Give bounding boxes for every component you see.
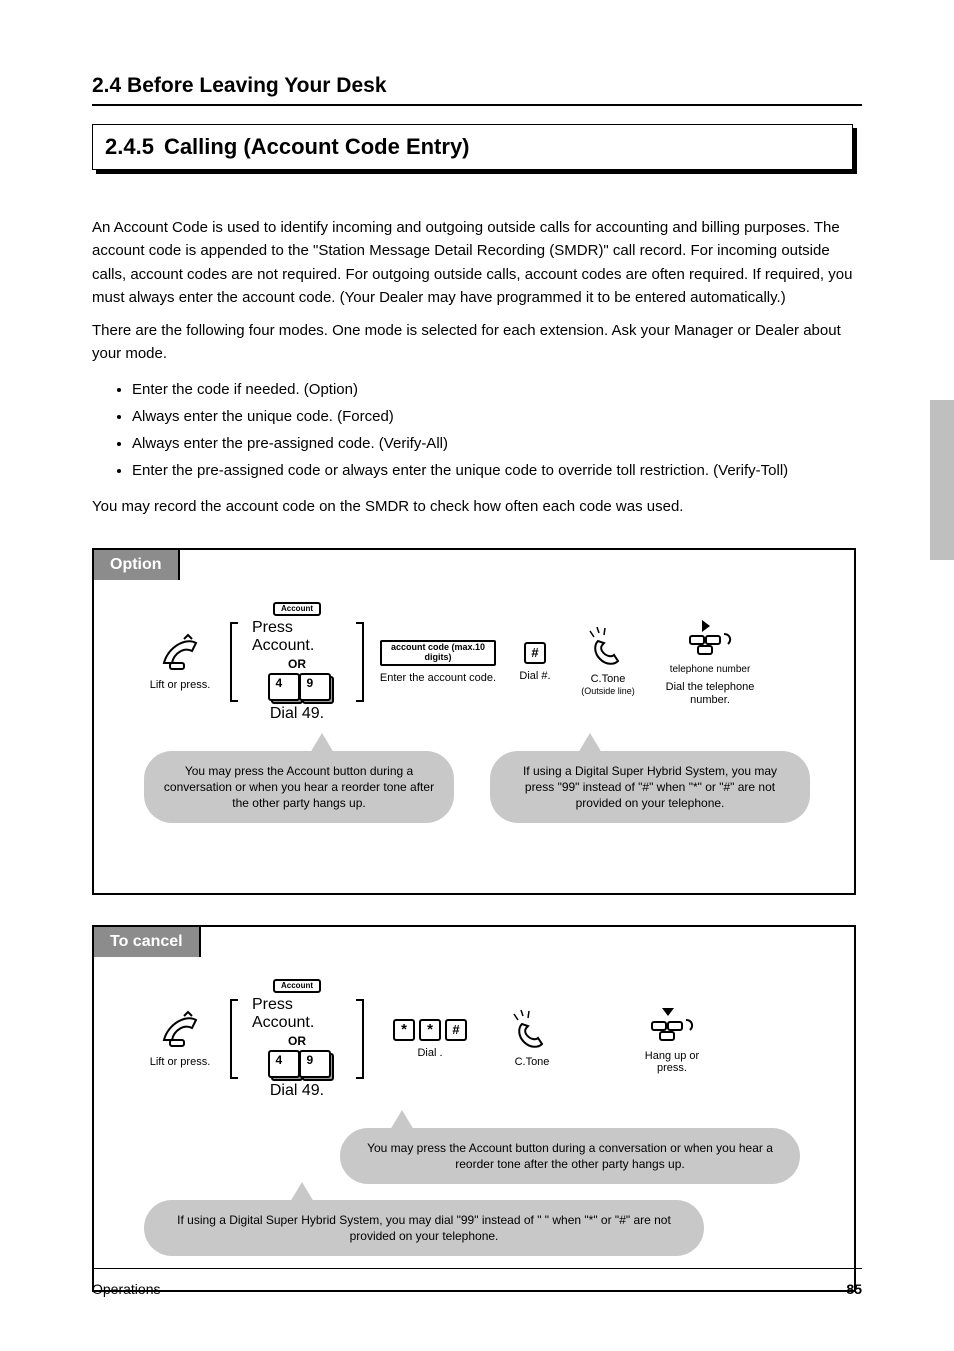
- keypad-star-icon: *: [419, 1019, 441, 1041]
- diagram-tab: To cancel: [92, 925, 201, 957]
- intro-p3: You may record the account code on the S…: [92, 495, 862, 518]
- bracket-left: [230, 622, 238, 702]
- page-number: 85: [846, 1281, 862, 1297]
- step-caption: Dial #.: [519, 670, 550, 683]
- keypad-pound-icon: #: [524, 642, 546, 664]
- mode-list: Enter the code if needed. (Option) Alway…: [132, 378, 862, 483]
- hint-arrow-icon: [578, 733, 602, 753]
- keypad-4-icon: 4: [268, 673, 296, 697]
- diagram-cancel: To cancel Lift or press. Account Press A…: [92, 925, 856, 1292]
- or-label: OR: [288, 657, 306, 671]
- keypad-9-icon: 9: [299, 1050, 327, 1074]
- step-pound: # Dial #.: [512, 642, 558, 683]
- field-label: telephone number: [670, 664, 751, 676]
- intro-p1: An Account Code is used to identify inco…: [92, 216, 862, 309]
- step-caption: Press Account.: [252, 996, 342, 1032]
- keypad-9-icon: 9: [299, 673, 327, 697]
- mode-item: Always enter the pre-assigned code. (Ver…: [132, 432, 862, 455]
- chapter-heading: 2.4 Before Leaving Your Desk: [92, 74, 862, 98]
- step-caption: Dial 49.: [270, 705, 324, 723]
- section-title: Calling (Account Code Entry): [164, 134, 470, 160]
- step-caption: Lift or press.: [150, 679, 211, 692]
- mode-item: Always enter the unique code. (Forced): [132, 405, 862, 428]
- hint-bubble: If using a Digital Super Hybrid System, …: [144, 1200, 704, 1256]
- intro-p2: There are the following four modes. One …: [92, 319, 862, 366]
- step-account-or-49: Account Press Account. OR 4 9 Dial 49.: [252, 602, 342, 723]
- step-caption: C.Tone (Outside line): [581, 673, 635, 698]
- step-caption: Hang up or press.: [636, 1050, 708, 1075]
- step-caption: Dial 49.: [270, 1082, 324, 1100]
- section-title-box: 2.4.5 Calling (Account Code Entry): [92, 124, 862, 176]
- handset-ring-icon: [512, 1010, 552, 1050]
- step-account-or-49: Account Press Account. OR 4 9 Dial 49.: [252, 979, 342, 1100]
- keypad-4-icon: 4: [268, 1050, 296, 1074]
- side-tab: [930, 400, 954, 560]
- keypad-star-icon: *: [393, 1019, 415, 1041]
- footer-label: Operations: [92, 1281, 160, 1297]
- hint-bubble: If using a Digital Super Hybrid System, …: [490, 751, 810, 824]
- onhook-icon: [646, 1004, 698, 1044]
- account-code-field: account code (max.10 digits): [380, 640, 496, 666]
- handset-ring-icon: [588, 627, 628, 667]
- step-offhook: Lift or press.: [144, 1010, 216, 1069]
- hint-bubble: You may press the Account button during …: [340, 1128, 800, 1184]
- page-footer: Operations 85: [92, 1281, 862, 1297]
- divider: [92, 104, 862, 106]
- step-caption: Enter the account code.: [380, 672, 496, 685]
- step-ctone: C.Tone (Outside line): [572, 627, 644, 698]
- keypad-pound-icon: #: [445, 1019, 467, 1041]
- hint-arrow-icon: [290, 1182, 314, 1202]
- bracket-right: [356, 999, 364, 1079]
- step-dial-number: telephone number Dial the telephone numb…: [658, 618, 762, 707]
- step-offhook: Lift or press.: [144, 633, 216, 692]
- footer-divider: [92, 1268, 862, 1269]
- offhook-icon: [158, 1010, 202, 1050]
- diagram-tab: Option: [92, 548, 180, 580]
- step-account-code: account code (max.10 digits) Enter the a…: [378, 640, 498, 685]
- section-number: 2.4.5: [105, 134, 154, 160]
- account-button: Account: [273, 979, 321, 993]
- mode-item: Enter the code if needed. (Option): [132, 378, 862, 401]
- intro-text: An Account Code is used to identify inco…: [92, 216, 862, 518]
- or-label: OR: [288, 1034, 306, 1048]
- step-ctone: C.Tone: [496, 1010, 568, 1069]
- account-button: Account: [273, 602, 321, 616]
- step-caption: Press Account.: [252, 619, 342, 655]
- bracket-left: [230, 999, 238, 1079]
- step-caption: Dial .: [417, 1047, 442, 1060]
- step-caption: Dial the telephone number.: [658, 681, 762, 706]
- step-star-star-pound: * * # Dial .: [378, 1019, 482, 1060]
- step-caption: Lift or press.: [150, 1056, 211, 1069]
- step-caption: C.Tone: [515, 1056, 550, 1069]
- hint-bubble: You may press the Account button during …: [144, 751, 454, 824]
- hint-arrow-icon: [390, 1110, 414, 1130]
- mode-item: Enter the pre-assigned code or always en…: [132, 459, 862, 482]
- bracket-right: [356, 622, 364, 702]
- diagram-option: Option Lift or press. Account Press Acco…: [92, 548, 856, 895]
- hint-arrow-icon: [310, 733, 334, 753]
- step-onhook: Hang up or press.: [636, 1004, 708, 1075]
- offhook-icon: [158, 633, 202, 673]
- dial-keypad-icon: [684, 618, 736, 658]
